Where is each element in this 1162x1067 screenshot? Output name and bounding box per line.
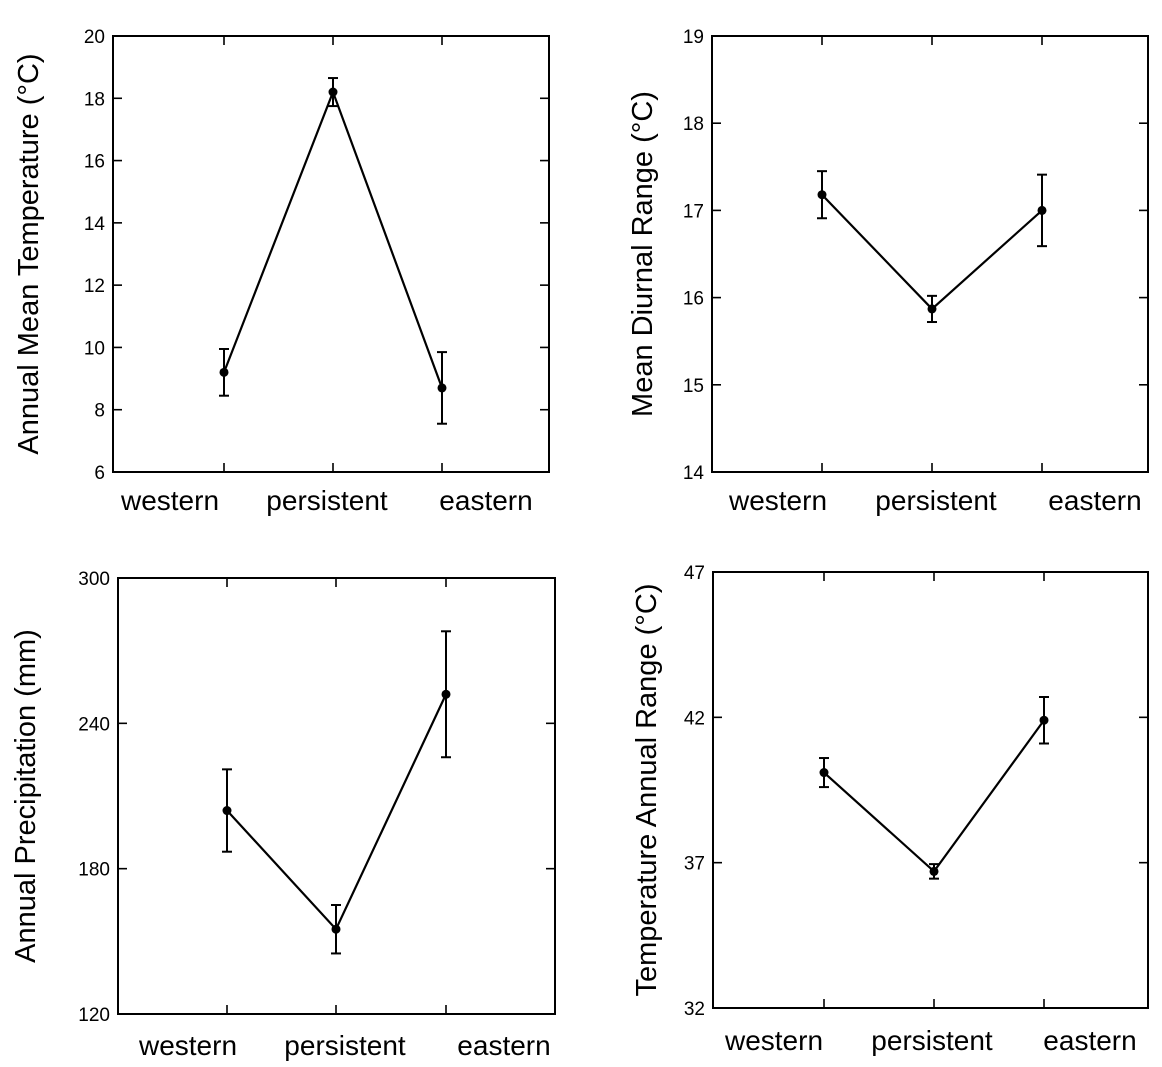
- y-tick-label: 16: [683, 289, 704, 310]
- data-point: [1039, 715, 1049, 725]
- series-line: [821, 193, 1043, 311]
- data-point: [819, 768, 829, 778]
- data-point: [1037, 205, 1047, 215]
- y-tick-label: 15: [683, 376, 704, 397]
- x-tick-label: persistent: [266, 485, 388, 516]
- y-tick-label: 18: [84, 89, 105, 110]
- y-tick-label: 32: [684, 999, 705, 1020]
- data-point: [441, 689, 451, 699]
- y-tick-label: 37: [684, 854, 705, 875]
- y-tick-label: 19: [683, 27, 704, 48]
- data-point: [219, 367, 229, 377]
- y-tick-label: 12: [84, 276, 105, 297]
- x-tick-label: western: [728, 485, 827, 516]
- chart-panel-1: 6 8 10 12 14 16 18 20 western persistent eastern An…: [13, 27, 550, 516]
- data-point: [817, 190, 827, 200]
- x-tick-label: western: [138, 1030, 237, 1061]
- x-tick-label: persistent: [284, 1030, 406, 1061]
- y-axis-label: Annual Mean Temperature (°C): [13, 53, 45, 454]
- chart-panel-2: 14 15 16 17 18 19 western persistent eastern Mean…: [627, 27, 1149, 516]
- data-point: [437, 383, 447, 393]
- data-point: [927, 304, 937, 314]
- x-tick-label: persistent: [871, 1025, 993, 1056]
- plot-frame: [112, 35, 550, 473]
- series-line: [226, 693, 447, 932]
- x-tick-label: eastern: [457, 1030, 550, 1061]
- x-tick-label: eastern: [1048, 485, 1141, 516]
- y-tick-label: 14: [84, 214, 106, 235]
- y-tick-label: 180: [78, 860, 110, 881]
- y-tick-label: 6: [94, 463, 105, 484]
- x-tick-label: persistent: [875, 485, 997, 516]
- x-tick-label: eastern: [1043, 1025, 1136, 1056]
- y-tick-label: 120: [78, 1005, 110, 1026]
- y-tick-label: 17: [683, 201, 704, 222]
- y-tick-label: 300: [78, 569, 110, 590]
- x-tick-label: western: [120, 485, 219, 516]
- data-point: [331, 924, 341, 934]
- y-tick-label: 8: [94, 401, 105, 422]
- x-tick-label: western: [724, 1025, 823, 1056]
- data-point: [929, 866, 939, 876]
- series-line: [222, 88, 444, 389]
- chart-panel-4: 32 37 42 47 western persistent eastern Temperat…: [631, 563, 1149, 1056]
- series-line: [823, 719, 1045, 874]
- y-axis-label: Mean Diurnal Range (°C): [627, 91, 659, 417]
- y-tick-label: 240: [78, 714, 110, 735]
- plot-frame: [711, 35, 1149, 473]
- plot-frame: [712, 571, 1149, 1009]
- y-axis-label: Temperature Annual Range (°C): [631, 584, 663, 997]
- y-tick-label: 10: [84, 338, 105, 359]
- data-point: [328, 87, 338, 97]
- y-tick-label: 42: [684, 708, 705, 729]
- y-axis-label: Annual Precipitation (mm): [10, 629, 42, 963]
- y-tick-label: 18: [683, 114, 704, 135]
- y-tick-label: 16: [84, 152, 105, 173]
- y-tick-label: 47: [684, 563, 705, 584]
- data-point: [222, 806, 232, 816]
- x-tick-label: eastern: [439, 485, 532, 516]
- y-tick-label: 14: [683, 463, 705, 484]
- y-tick-label: 20: [84, 27, 105, 48]
- chart-panel-3: 120 180 240 300 western persistent eastern Annu…: [10, 569, 556, 1061]
